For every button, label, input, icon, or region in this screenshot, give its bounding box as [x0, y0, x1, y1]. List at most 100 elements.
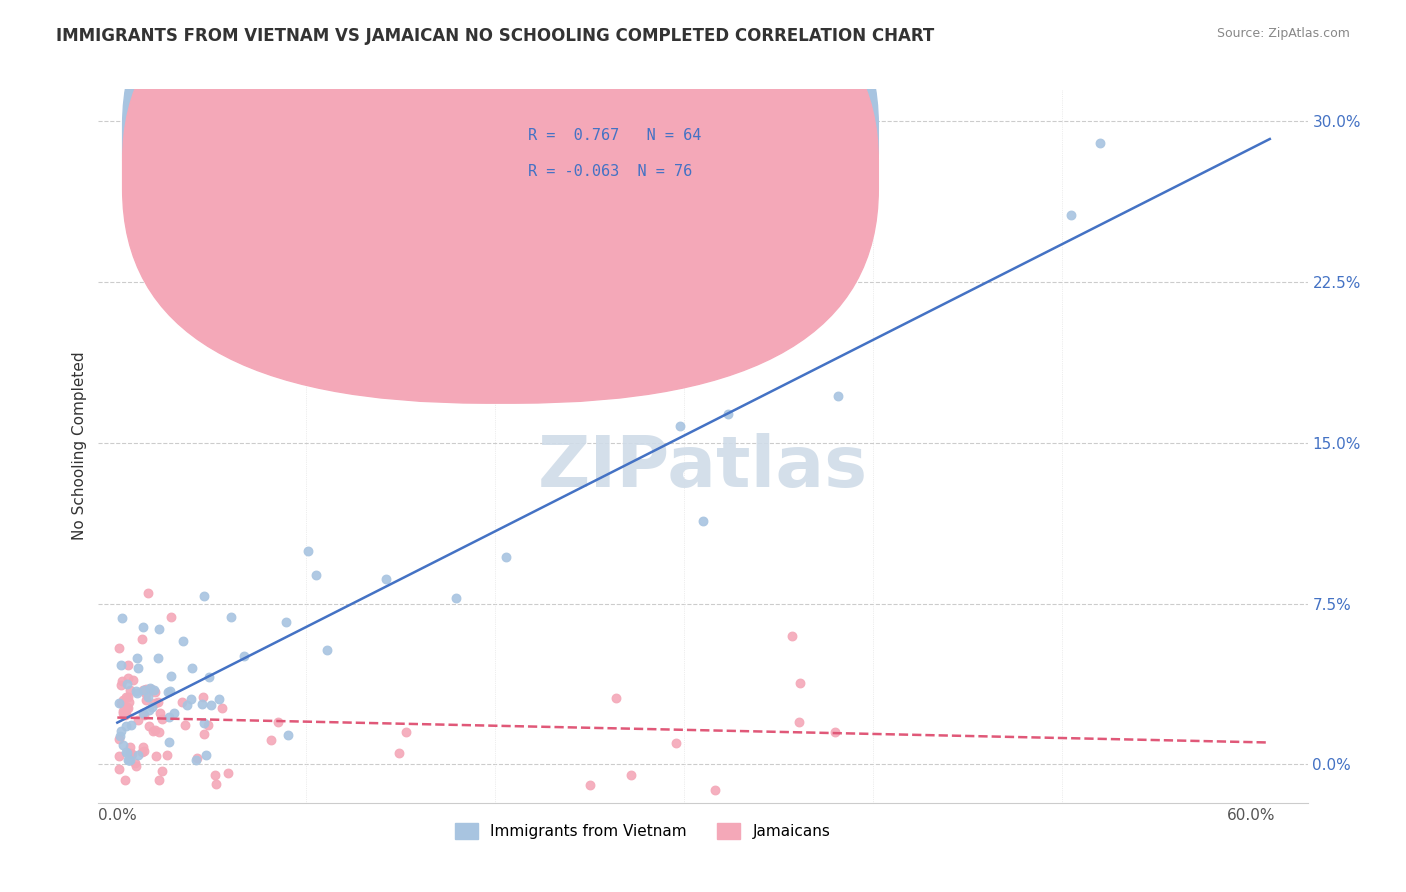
Point — [620, 768, 643, 782]
Point — [108, 763, 131, 777]
Point — [139, 681, 162, 696]
Point — [135, 687, 157, 701]
Point — [114, 745, 136, 759]
Point — [160, 669, 183, 683]
Point — [132, 683, 155, 698]
Point — [495, 550, 517, 565]
Point — [136, 586, 159, 600]
Point — [193, 690, 215, 704]
Point — [204, 777, 226, 791]
Point — [143, 683, 166, 698]
Point — [148, 622, 170, 636]
Point — [198, 670, 221, 684]
Point — [157, 734, 180, 748]
Point — [316, 643, 339, 657]
Point — [111, 692, 134, 706]
Point — [125, 758, 148, 772]
Point — [717, 408, 740, 422]
Point — [118, 753, 141, 767]
Point — [122, 673, 145, 687]
Point — [1060, 208, 1083, 222]
Point — [274, 615, 297, 629]
Point — [108, 748, 131, 763]
Point — [157, 710, 180, 724]
Point — [143, 685, 166, 699]
Point — [150, 764, 173, 779]
Point — [131, 745, 153, 759]
Point — [605, 690, 627, 705]
Point — [787, 715, 810, 730]
Point — [112, 739, 135, 753]
Text: ZIPatlas: ZIPatlas — [538, 433, 868, 502]
Point — [139, 681, 162, 695]
Point — [138, 703, 160, 717]
Point — [117, 690, 139, 705]
Text: IMMIGRANTS FROM VIETNAM VS JAMAICAN NO SCHOOLING COMPLETED CORRELATION CHART: IMMIGRANTS FROM VIETNAM VS JAMAICAN NO S… — [56, 27, 935, 45]
Point — [395, 725, 418, 739]
Point — [200, 698, 222, 712]
Point — [704, 783, 727, 797]
Point — [110, 724, 132, 739]
Point — [108, 641, 131, 656]
Point — [217, 766, 239, 780]
Point — [150, 712, 173, 726]
Y-axis label: No Schooling Completed: No Schooling Completed — [72, 351, 87, 541]
Point — [148, 724, 170, 739]
Point — [163, 706, 186, 720]
Point — [207, 691, 229, 706]
Point — [145, 748, 167, 763]
Point — [118, 739, 141, 754]
Point — [127, 713, 149, 727]
Point — [108, 696, 131, 710]
Point — [131, 632, 153, 646]
Point — [186, 751, 208, 765]
Point — [157, 685, 180, 699]
Point — [118, 753, 141, 767]
Point — [114, 690, 136, 704]
Point — [148, 650, 170, 665]
Point — [827, 389, 849, 403]
Point — [125, 651, 148, 665]
Text: R =  0.767   N = 64: R = 0.767 N = 64 — [527, 128, 702, 143]
Point — [118, 753, 141, 767]
Point — [668, 419, 690, 434]
Point — [112, 706, 135, 720]
Point — [195, 747, 218, 762]
Point — [180, 692, 202, 706]
Point — [121, 747, 143, 761]
Point — [197, 718, 219, 732]
Point — [174, 717, 197, 731]
Point — [127, 747, 149, 762]
Point — [125, 686, 148, 700]
Point — [160, 609, 183, 624]
Point — [789, 676, 811, 690]
Point — [108, 729, 131, 743]
Point — [221, 610, 243, 624]
Point — [146, 695, 169, 709]
Point — [117, 695, 139, 709]
Point — [780, 629, 803, 643]
Point — [132, 739, 155, 754]
Point — [136, 690, 159, 705]
Point — [110, 677, 132, 691]
Point — [132, 706, 155, 720]
Point — [665, 736, 688, 750]
Legend: Immigrants from Vietnam, Jamaicans: Immigrants from Vietnam, Jamaicans — [449, 817, 837, 845]
Point — [142, 724, 165, 739]
Point — [125, 684, 148, 698]
Point — [260, 733, 283, 747]
Point — [170, 695, 193, 709]
Point — [387, 746, 409, 760]
Point — [1088, 136, 1111, 150]
Point — [115, 707, 138, 722]
Point — [297, 544, 319, 558]
Point — [124, 756, 146, 770]
Point — [115, 746, 138, 760]
Point — [305, 567, 328, 582]
Point — [134, 707, 156, 722]
Point — [117, 753, 139, 767]
Point — [114, 719, 136, 733]
FancyBboxPatch shape — [122, 0, 879, 403]
Point — [193, 715, 215, 730]
Point — [117, 671, 139, 685]
